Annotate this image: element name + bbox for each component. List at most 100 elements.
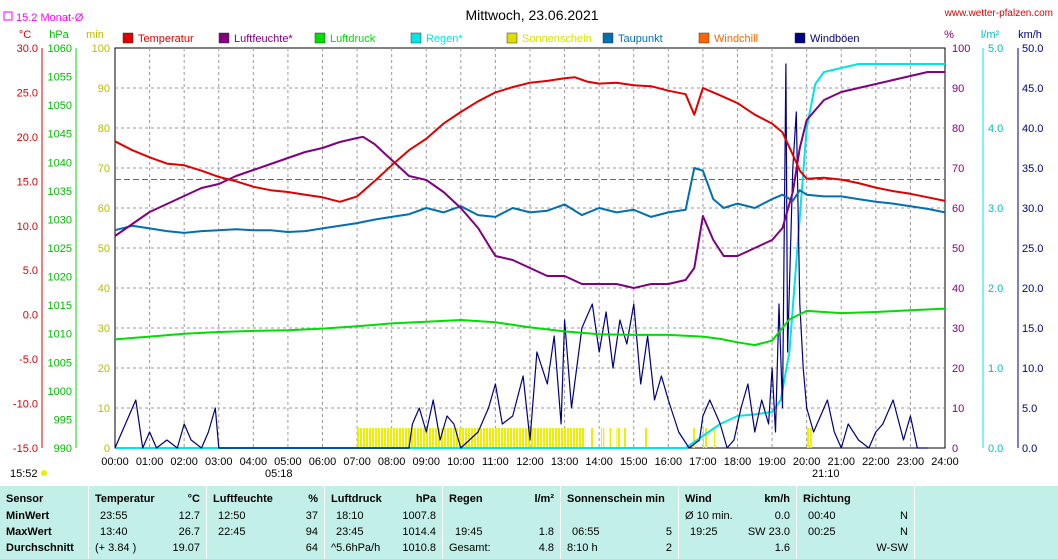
header-sensor: Sensor <box>6 493 44 505</box>
header-dir: Richtung <box>803 493 851 505</box>
rain-tick-label: 1.0 <box>988 363 1003 375</box>
temp-tick-label: 10.0 <box>17 221 38 233</box>
pressure-tick-label: 1025 <box>48 243 72 255</box>
avg-dir-value: W-SW <box>876 542 908 554</box>
humidity-tick-label: 0 <box>952 443 958 455</box>
x-tick-label: 21:00 <box>827 456 855 468</box>
pressure-tick-label: 1020 <box>48 272 72 284</box>
humidity-tick-label: 60 <box>952 203 964 215</box>
website-link[interactable]: www.wetter-pfalzen.com <box>944 8 1053 19</box>
wind-tick-label: 45.0 <box>1022 83 1043 95</box>
chart-grid <box>114 47 946 449</box>
sunshine-bar <box>609 428 612 448</box>
x-tick-label: 17:00 <box>689 456 717 468</box>
chart-axes: 30.0 25.0 20.0 15.0 10.0 5.0 0.0 -5.0 -10.0 -15.0… <box>13 43 1044 468</box>
temp-tick-label: -15.0 <box>13 443 38 455</box>
series-line-luftfeuchte <box>114 71 945 289</box>
min-press-value: 1007.8 <box>402 510 436 522</box>
x-tick-label: 16:00 <box>655 456 683 468</box>
sun-total-hours: 8:10 h <box>567 542 598 554</box>
sun-tick-label: 10 <box>98 403 110 415</box>
legend-label: Regen* <box>426 33 463 45</box>
x-tick-label: 22:00 <box>862 456 890 468</box>
pressure-tick-label: 1040 <box>48 157 72 169</box>
max-temp-value: 26.7 <box>178 526 200 538</box>
legend-swatch <box>506 32 518 44</box>
sunshine-bar <box>692 428 696 448</box>
max-press-time: 23:45 <box>336 526 364 538</box>
series-line-windböen <box>114 63 928 449</box>
legend-swatch <box>410 32 422 44</box>
wind-tick-label: 35.0 <box>1022 163 1043 175</box>
series-line-taupunkt <box>114 167 946 234</box>
temp-tick-label: -10.0 <box>13 399 38 411</box>
legend-swatch <box>218 32 230 44</box>
sun-tick-label: 40 <box>98 283 110 295</box>
min-hum-time: 12:50 <box>218 510 246 522</box>
max-hum-value: 94 <box>305 526 318 538</box>
x-tick-label: 02:00 <box>170 456 198 468</box>
max-sun-time: 06:55 <box>572 526 600 538</box>
temp-tick-label: 15.0 <box>17 176 38 188</box>
weather-chart: Mittwoch, 23.06.2021 www.wetter-pfalzen.… <box>3 7 1053 480</box>
max-sun-value: 5 <box>665 526 672 538</box>
avg-press-trend: ^5.6hPa/h <box>331 542 381 554</box>
humidity-tick-label: 50 <box>952 243 964 255</box>
min-wind-time: Ø 10 min. <box>685 510 733 522</box>
x-tick-label: 23:00 <box>897 456 925 468</box>
humidity-tick-label: 100 <box>952 43 970 55</box>
max-hum-time: 22:45 <box>218 526 246 538</box>
temp-tick-label: 5.0 <box>23 265 38 277</box>
legend-label: Taupunkt <box>618 33 663 45</box>
wind-unit-label: km/h <box>1018 29 1042 41</box>
sunshine-bar <box>623 428 627 448</box>
x-tick-label: 24:00 <box>931 456 959 468</box>
wind-tick-label: 25.0 <box>1022 243 1043 255</box>
x-tick-label: 01:00 <box>136 456 164 468</box>
header-hum: Luftfeuchte <box>213 493 273 505</box>
x-tick-label: 10:00 <box>447 456 475 468</box>
x-tick-label: 06:00 <box>309 456 337 468</box>
sunshine-bar <box>702 428 709 448</box>
wind-tick-label: 40.0 <box>1022 123 1043 135</box>
x-tick-label: 20:00 <box>793 456 821 468</box>
wind-tick-label: 15.0 <box>1022 323 1043 335</box>
legend-label: Windchill <box>714 33 758 45</box>
x-tick-label: 03:00 <box>205 456 233 468</box>
pressure-tick-label: 990 <box>54 443 72 455</box>
avg-press-value: 1010.8 <box>402 542 436 554</box>
avg-sun-value: 2 <box>665 542 672 554</box>
pressure-tick-label: 995 <box>54 414 72 426</box>
avg-temp-delta: (+ 3.84 ) <box>95 542 137 554</box>
sunshine-bar <box>644 428 648 448</box>
rain-total-label: Gesamt: <box>449 542 491 554</box>
x-tick-label: 00:00 <box>101 456 129 468</box>
pressure-unit-label: hPa <box>49 29 69 41</box>
temp-tick-label: 20.0 <box>17 132 38 144</box>
sun-tick-label: 60 <box>98 203 110 215</box>
sun-tick-label: 0 <box>104 443 110 455</box>
chart-title: Mittwoch, 23.06.2021 <box>465 7 598 23</box>
sun-tick-label: 90 <box>98 83 110 95</box>
humidity-unit-label: % <box>944 29 954 41</box>
rain-tick-label: 3.0 <box>988 203 1003 215</box>
header-sun: Sonnenschein min <box>567 493 665 505</box>
pressure-tick-label: 1010 <box>48 329 72 341</box>
rain-tick-label: 2.0 <box>988 283 1003 295</box>
legend-swatch <box>794 32 806 44</box>
legend-swatch <box>698 32 710 44</box>
sun-tick-label: 30 <box>98 323 110 335</box>
legend-label: Sonnenschein <box>522 33 592 45</box>
min-temp-value: 12.7 <box>178 510 200 522</box>
header-rain-unit: l/m² <box>534 493 554 505</box>
pressure-tick-label: 1030 <box>48 214 72 226</box>
x-tick-label: 12:00 <box>516 456 544 468</box>
min-dir-time: 00:40 <box>808 510 836 522</box>
max-temp-time: 13:40 <box>100 526 128 538</box>
humidity-tick-label: 30 <box>952 323 964 335</box>
row-label-min: MinWert <box>6 510 50 522</box>
humidity-tick-label: 70 <box>952 163 964 175</box>
legend-swatch <box>602 32 614 44</box>
sun-tick-label: 20 <box>98 363 110 375</box>
x-tick-label: 08:00 <box>378 456 406 468</box>
